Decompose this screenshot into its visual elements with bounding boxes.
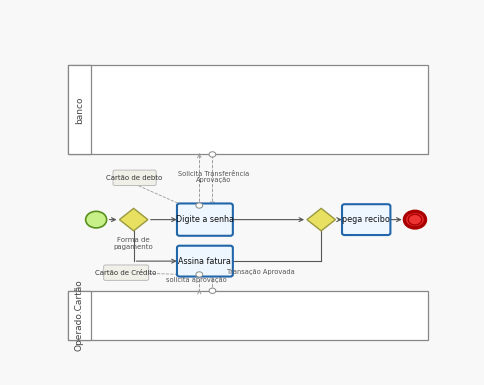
FancyBboxPatch shape: [177, 203, 233, 236]
Circle shape: [86, 211, 106, 228]
Text: Solicita Transferência: Solicita Transferência: [178, 171, 249, 177]
Text: solicita aprovação: solicita aprovação: [166, 276, 227, 283]
Text: Digite a senha: Digite a senha: [176, 215, 234, 224]
Circle shape: [196, 203, 203, 208]
Text: Cartão de Crédito: Cartão de Crédito: [95, 270, 157, 276]
Polygon shape: [120, 208, 148, 231]
Circle shape: [196, 272, 203, 277]
FancyBboxPatch shape: [177, 246, 233, 276]
Text: Operado.Cartão: Operado.Cartão: [75, 280, 84, 351]
Circle shape: [209, 152, 216, 157]
Polygon shape: [307, 208, 335, 231]
Text: Aprovação: Aprovação: [197, 177, 232, 183]
Text: Cartão de debto: Cartão de debto: [106, 175, 163, 181]
Bar: [68, 65, 428, 154]
Text: pega recibo: pega recibo: [342, 215, 390, 224]
FancyBboxPatch shape: [342, 204, 391, 235]
Circle shape: [209, 288, 216, 293]
Circle shape: [408, 214, 422, 225]
Text: banco: banco: [75, 96, 84, 124]
FancyBboxPatch shape: [104, 265, 149, 280]
Circle shape: [405, 211, 425, 228]
Bar: [68, 291, 91, 340]
Bar: [68, 65, 91, 154]
FancyBboxPatch shape: [113, 170, 156, 186]
Bar: [68, 291, 428, 340]
Text: Assina fatura: Assina fatura: [179, 257, 231, 266]
Text: Transação Aprovada: Transação Aprovada: [227, 268, 295, 275]
Text: Forma de
pagamento: Forma de pagamento: [113, 236, 153, 249]
